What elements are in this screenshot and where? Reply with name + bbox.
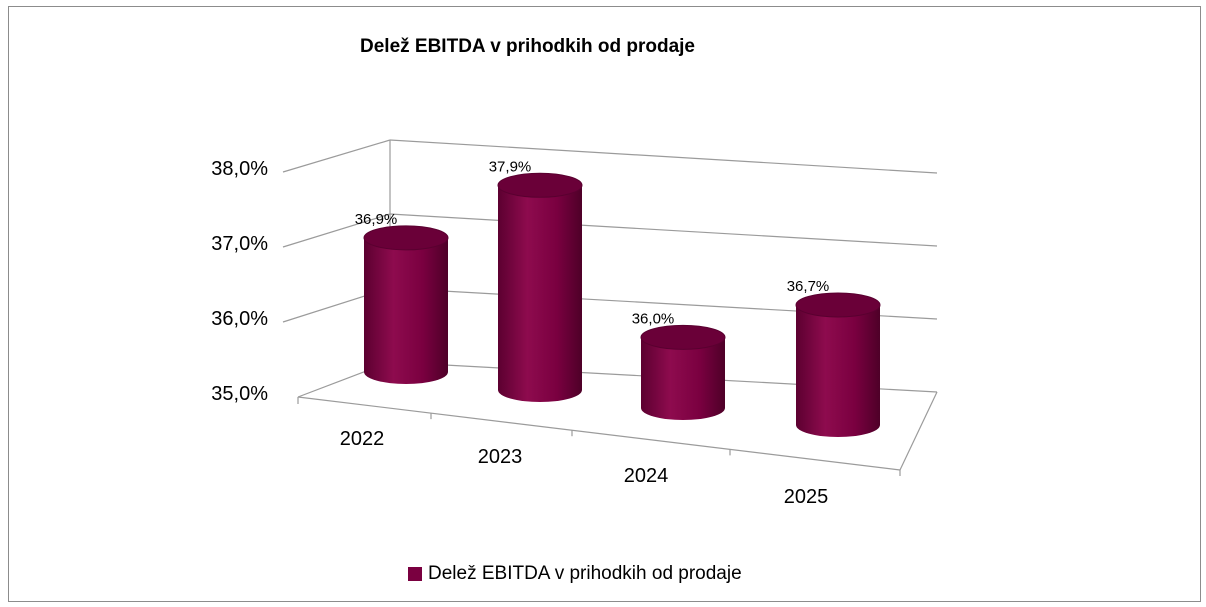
bars: 36,9% 37,9% 36,0% 36,7% — [355, 158, 881, 437]
data-label: 36,7% — [787, 278, 830, 295]
cylinder-top — [795, 292, 881, 318]
data-label: 37,9% — [489, 158, 532, 175]
cylinder-top — [363, 225, 449, 251]
legend: Delež EBITDA v prihodkih od prodaje — [408, 563, 742, 585]
cylinder-top — [640, 324, 726, 350]
floor-right-edge — [899, 391, 938, 471]
cylinder-bar — [497, 172, 583, 402]
chart-title: Delež EBITDA v prihodkih od prodaje — [360, 36, 695, 57]
legend-label: Delež EBITDA v prihodkih od prodaje — [428, 563, 742, 584]
x-tick-label: 2024 — [624, 465, 669, 487]
y-tick-label: 36,0% — [211, 308, 268, 330]
cylinder-body — [641, 337, 725, 420]
x-tick-label: 2023 — [478, 446, 523, 468]
cylinder-top — [497, 172, 583, 198]
gridline-side-3 — [282, 139, 391, 173]
cylinder-bar — [640, 324, 726, 420]
cylinder-body — [498, 185, 582, 402]
data-label: 36,9% — [355, 211, 398, 228]
y-tick-labels: 35,0% 36,0% 37,0% 38,0% — [211, 158, 268, 405]
x-axis-front — [297, 396, 901, 471]
y-tick-label: 38,0% — [211, 158, 268, 180]
legend-swatch — [408, 567, 422, 581]
data-label: 36,0% — [632, 310, 675, 327]
x-tick-labels: 2022 2023 2024 2025 — [340, 428, 829, 508]
y-tick-label: 35,0% — [211, 383, 268, 405]
cylinder-bar — [363, 225, 449, 384]
gridline-back-3 — [389, 139, 938, 174]
cylinder-bar — [795, 292, 881, 437]
cylinder-body — [364, 237, 448, 384]
y-tick-label: 37,0% — [211, 233, 268, 255]
gridline-back-2 — [389, 213, 938, 247]
gridline-side-2 — [282, 213, 391, 248]
x-tick-label: 2022 — [340, 428, 385, 450]
chart-frame — [8, 6, 1201, 602]
cylinder-body — [796, 304, 880, 437]
x-tick-label: 2025 — [784, 486, 829, 508]
